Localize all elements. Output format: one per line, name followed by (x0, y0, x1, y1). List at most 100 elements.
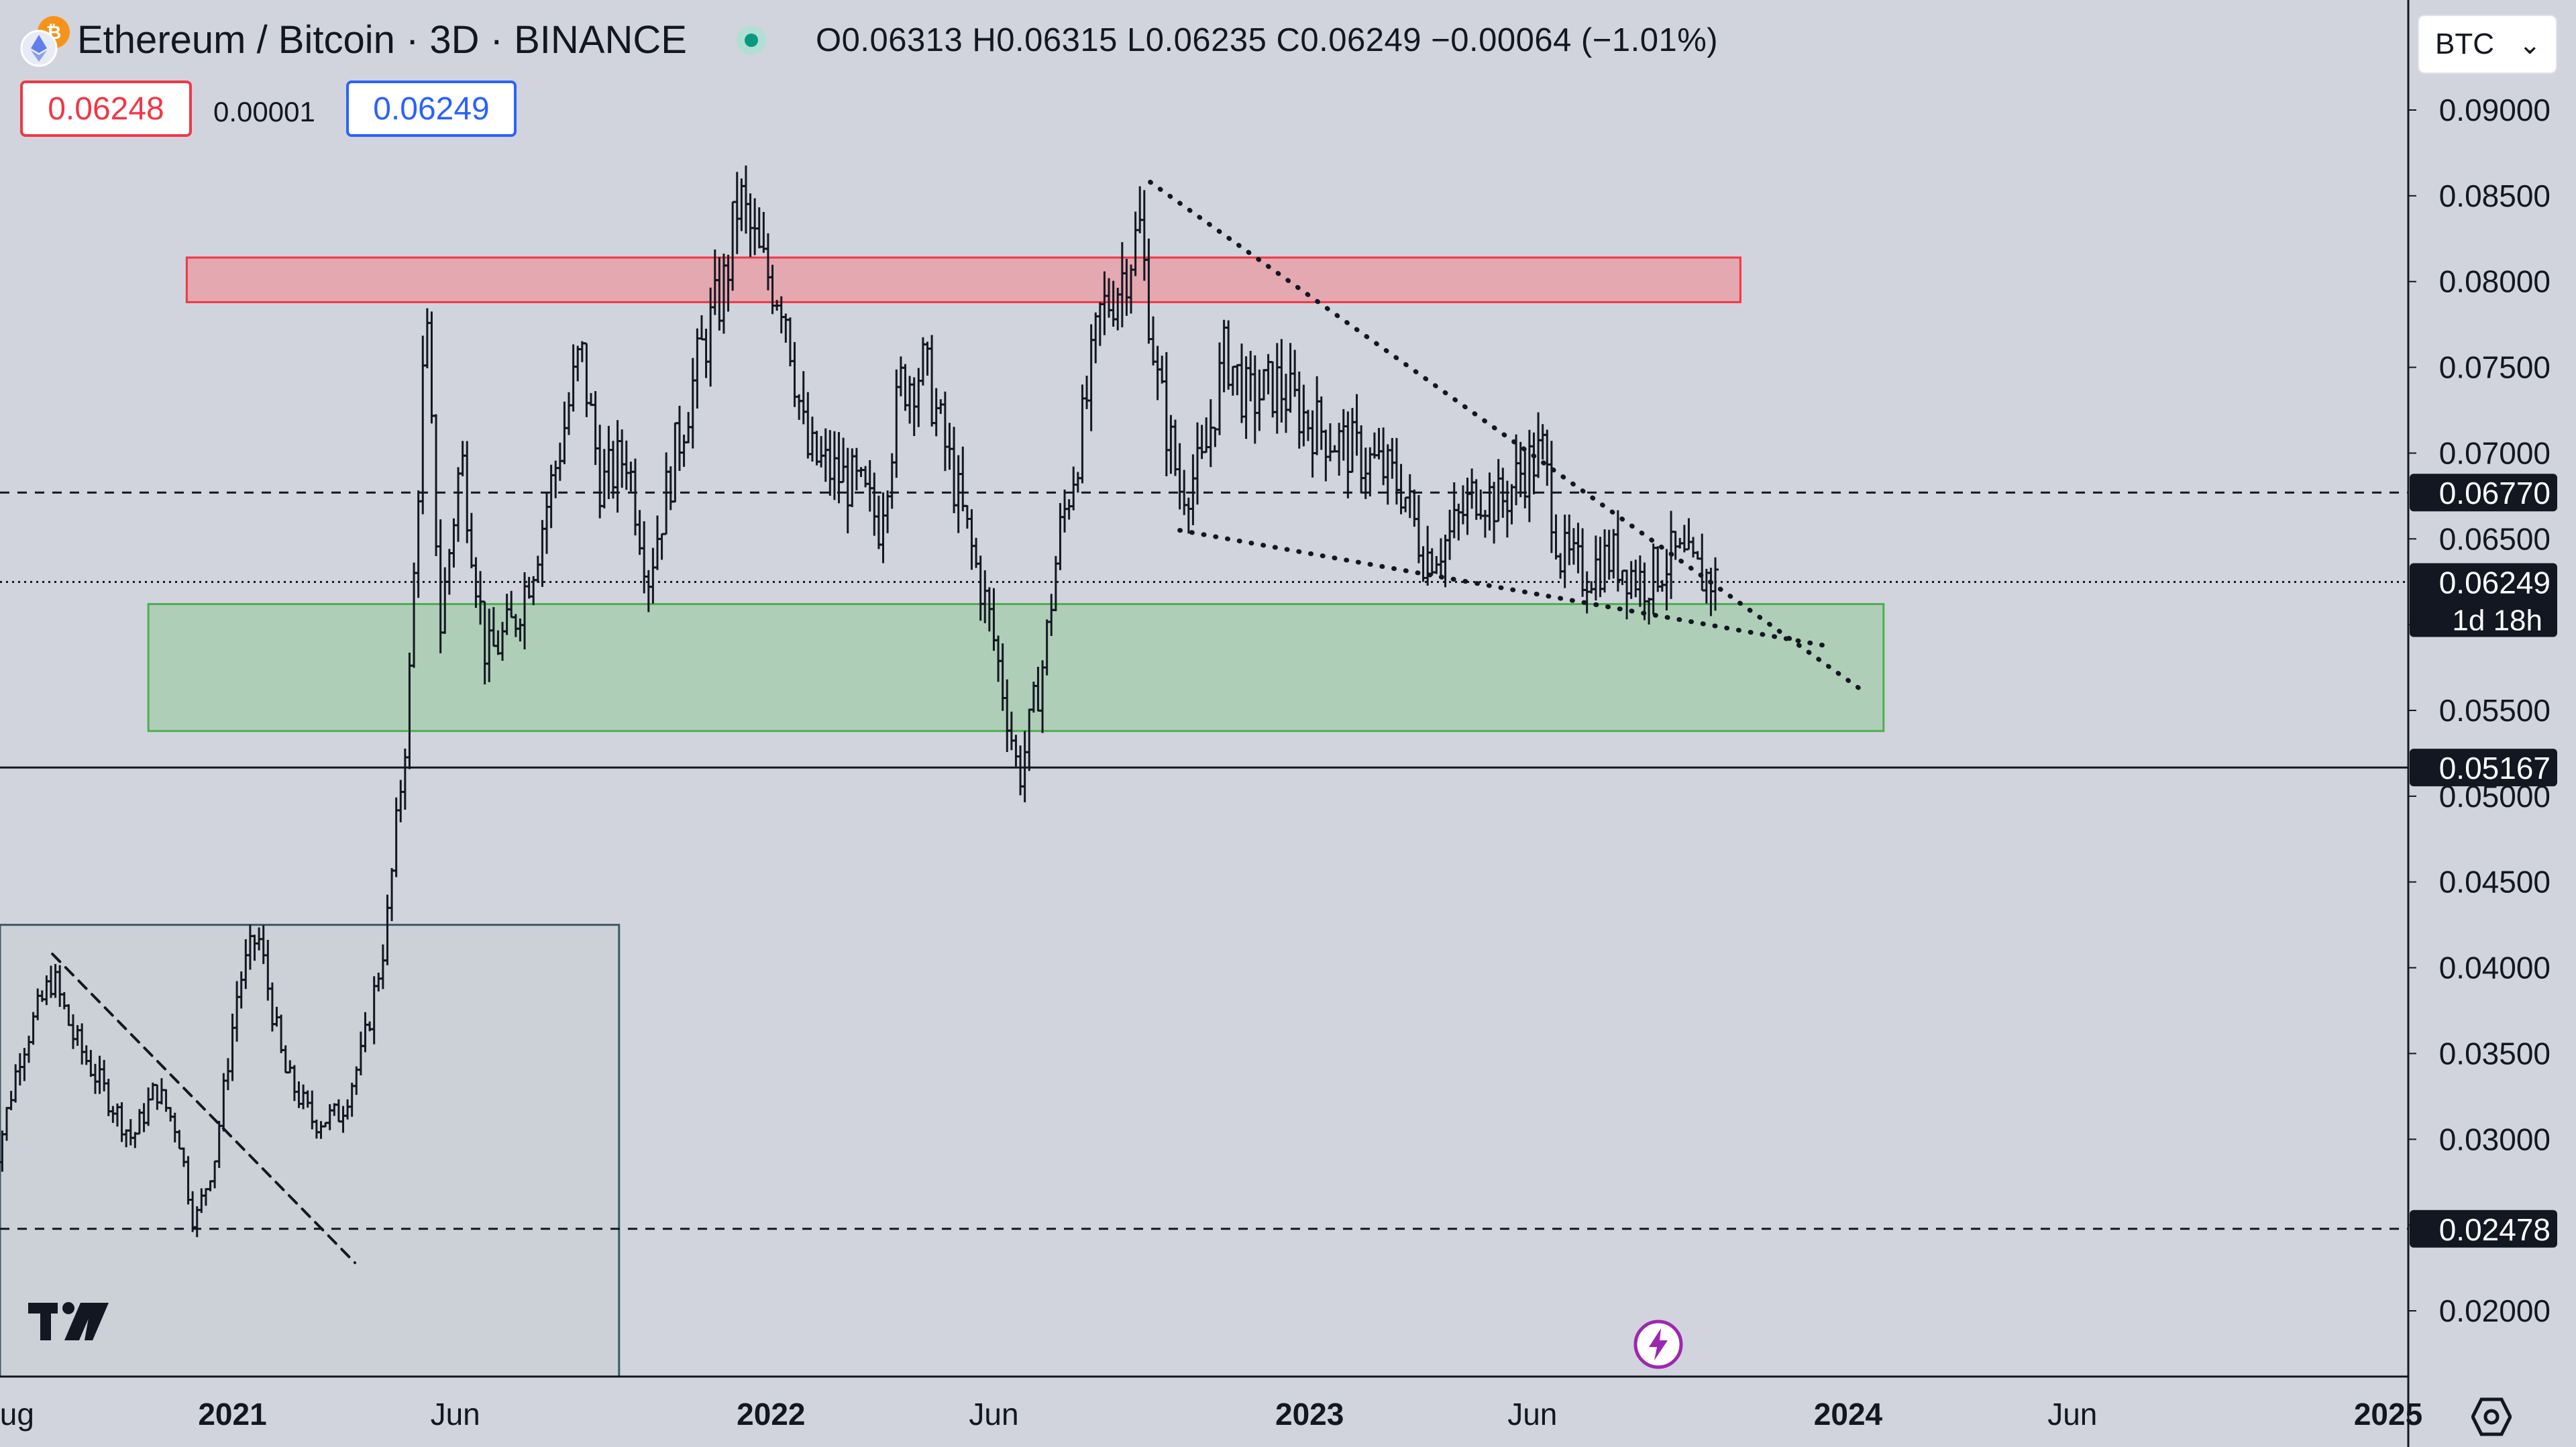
ohlc-bar (1353, 394, 1360, 456)
ohlc-bar (857, 467, 865, 478)
ohlc-bar (924, 341, 931, 376)
ohlc-bar (561, 401, 568, 464)
ohlc-bar (1402, 496, 1409, 513)
ohlc-bar (813, 431, 820, 466)
ohlc-bar (689, 358, 696, 449)
price-tag-label: 0.05167 (2439, 751, 2551, 786)
ohlc-bar (1220, 319, 1228, 392)
ohlc-bar (1481, 510, 1489, 538)
ohlc-bar (1544, 429, 1551, 486)
ohlc-bar (822, 428, 829, 482)
chevron-down-icon: ⌄ (2518, 30, 2541, 60)
sell-price-button[interactable]: 0.06248 (20, 81, 192, 137)
ohlc-bar (804, 392, 812, 459)
ohlc-bar (928, 335, 936, 427)
ohlc-bar (1521, 451, 1529, 508)
ohlc-bar (433, 414, 440, 557)
ohlc-bar (1282, 374, 1289, 433)
ohlc-bar (1176, 443, 1183, 510)
currency-select[interactable]: BTC ⌄ (2418, 15, 2557, 74)
ohlc-bar (955, 455, 962, 533)
ohlc-bar (897, 356, 904, 396)
ohlc-bar (547, 464, 555, 529)
ohlc-bar (605, 425, 612, 500)
time-axis (0, 1377, 2576, 1447)
price-tag (2410, 1210, 2557, 1248)
price-tag-label: 0.06249 (2439, 565, 2551, 600)
ohlc-bar (445, 549, 453, 595)
ohlc-bar (1313, 376, 1321, 455)
market-status-icon (737, 25, 766, 55)
ohlc-bar (1592, 535, 1599, 601)
ohlc-bar (397, 780, 405, 822)
ohlc-bar (1685, 518, 1693, 551)
ohlc-bar (941, 391, 949, 472)
ohlc-bar (1198, 425, 1205, 460)
ohlc-bar (1163, 352, 1170, 477)
ohlc-bar (1437, 538, 1444, 580)
ohlc-bar (866, 460, 873, 512)
zone-resistance (185, 256, 1741, 303)
tradingview-logo-icon (27, 1299, 110, 1347)
ohlc-bar (1570, 528, 1577, 565)
ohlc-bar (1610, 529, 1617, 579)
ohlc-bar (1680, 525, 1688, 553)
ohlc-bar (1189, 454, 1197, 525)
x-tick-label: 2022 (737, 1397, 805, 1432)
x-tick-label: Jun (2047, 1397, 2097, 1432)
ohlc-bar (619, 429, 626, 488)
x-tick-label: 2021 (198, 1397, 266, 1432)
x-tick-label: 2025 (2354, 1397, 2422, 1432)
lightning-icon[interactable] (1633, 1319, 1684, 1370)
ohlc-bar (667, 466, 674, 511)
ohlc-bar (893, 369, 900, 478)
ohlc-bar (680, 434, 688, 467)
ohlc-bar (733, 172, 741, 254)
ohlc-bar (1632, 559, 1640, 598)
ohlc-bar (1495, 459, 1502, 523)
symbol-title[interactable]: Ethereum / Bitcoin · 3D · BINANCE (77, 18, 687, 62)
ohlc-bar (627, 462, 635, 492)
ohlc-bar (415, 490, 422, 598)
ohlc-bar (552, 460, 559, 498)
ohlc-bar (623, 440, 630, 490)
ohlc-bar (658, 533, 665, 560)
ohlc-bar (698, 315, 705, 341)
ohlc-bar (830, 431, 838, 500)
ohlc-bar (1406, 474, 1413, 519)
ohlc-bar (1459, 485, 1466, 525)
y-tick-label: 0.08500 (2439, 178, 2551, 213)
ohlc-bar (570, 344, 577, 412)
settings-gear-icon[interactable] (2471, 1397, 2512, 1437)
ohlc-bar (1654, 546, 1662, 592)
ohlc-bar (1535, 412, 1542, 478)
currency-select-value: BTC (2435, 28, 2494, 60)
ohlc-bar (1300, 384, 1307, 447)
ohlc-bar (1525, 429, 1533, 523)
ohlc-bar (747, 193, 754, 257)
price-tag (2410, 749, 2557, 787)
ohlc-bar (1322, 429, 1330, 482)
zone-support (147, 602, 1885, 733)
ohlc-bar (1074, 472, 1081, 493)
ohlc-bar (539, 520, 546, 587)
ohlc-bar (1566, 515, 1573, 566)
ohlc-bar (760, 211, 767, 253)
ohlc-bar (1557, 553, 1564, 579)
x-tick-label: 2023 (1275, 1397, 1344, 1432)
y-tick-label: 0.07500 (2439, 350, 2551, 385)
ohlc-bar (1552, 514, 1560, 560)
ohlc-bar (1503, 480, 1511, 538)
ohlc-bar (853, 447, 860, 490)
ohlc-bar (694, 328, 701, 409)
y-tick-label: 0.03000 (2439, 1122, 2551, 1157)
ohlc-bar (428, 311, 435, 424)
ohlc-bar (1419, 546, 1427, 582)
buy-price-button[interactable]: 0.06249 (346, 81, 517, 137)
price-axis (2408, 0, 2576, 1447)
ohlc-bar (755, 207, 763, 249)
ohlc-bar (534, 555, 541, 583)
ohlc-bar (1225, 320, 1232, 390)
